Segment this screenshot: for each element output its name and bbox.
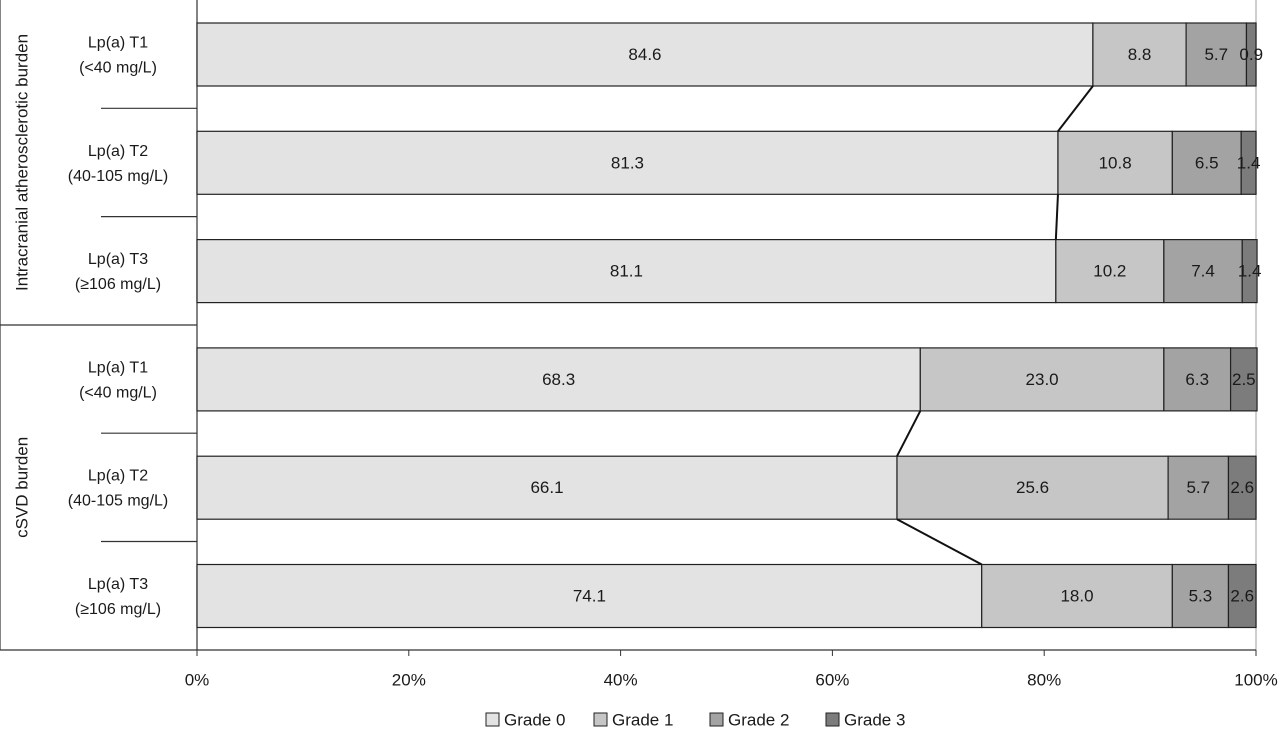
bar-value-label: 23.0 <box>1026 370 1059 389</box>
group-label: cSVD burden <box>13 437 32 538</box>
bar-value-label: 6.3 <box>1185 370 1209 389</box>
row-label: Lp(a) T2 <box>88 468 148 485</box>
bar-segment <box>1163 239 1243 304</box>
group-label: Intracranial atherosclerotic burden <box>13 34 32 291</box>
legend: Grade 0 Grade 1 Grade 2 Grade 3 <box>485 711 905 729</box>
bar-segment <box>1229 347 1258 412</box>
bar-value-label: 66.1 <box>530 478 563 497</box>
row-label: Lp(a) T3 <box>88 576 148 593</box>
x-tick-label: 0% <box>185 671 210 690</box>
row-label-sub: (40-105 mg/L) <box>68 493 169 510</box>
x-tick-label: 20% <box>392 671 426 690</box>
legend-swatch <box>593 712 608 727</box>
bar-value-label: 2.5 <box>1232 370 1256 389</box>
row-label: Lp(a) T2 <box>88 143 148 160</box>
chart-frame <box>0 0 1257 651</box>
bar-segment <box>196 22 1094 87</box>
row-label: Lp(a) T1 <box>88 359 148 376</box>
bar-value-label: 2.6 <box>1230 587 1254 606</box>
row-label-sub: (<40 mg/L) <box>79 384 157 401</box>
bar-segment <box>1171 563 1230 629</box>
legend-swatch <box>709 712 724 727</box>
bar-value-label: 10.2 <box>1093 262 1126 281</box>
series-connector-line <box>1054 194 1059 240</box>
bar-segment <box>1227 455 1257 520</box>
bar-value-label: 0.9 <box>1239 45 1263 64</box>
bar-segment <box>1245 22 1257 87</box>
bar-segment <box>1241 239 1258 304</box>
row-label-sub: (40-105 mg/L) <box>68 168 169 185</box>
x-tick-label: 60% <box>815 671 849 690</box>
bar-value-label: 7.4 <box>1191 262 1215 281</box>
bar-segment <box>196 563 983 629</box>
bar-segment <box>1092 22 1187 87</box>
bar-value-label: 1.4 <box>1237 153 1261 172</box>
bar-segment <box>196 347 921 412</box>
bar-segment <box>896 455 1169 520</box>
bar-value-label: 25.6 <box>1016 478 1049 497</box>
bar-value-label: 2.6 <box>1230 478 1254 497</box>
x-axis: 0% 20% 40% 60% 80% 100% <box>185 650 1278 690</box>
bar-segment <box>919 347 1165 412</box>
row-label: Lp(a) T3 <box>88 251 148 268</box>
row-label-sub: (<40 mg/L) <box>79 60 157 77</box>
x-tick-label: 80% <box>1027 671 1061 690</box>
x-tick-label: 40% <box>604 671 638 690</box>
x-tick-label: 100% <box>1234 671 1277 690</box>
legend-label: Grade 1 <box>612 711 673 729</box>
bar-segment <box>196 239 1057 304</box>
bar-value-label: 18.0 <box>1060 587 1093 606</box>
row-label-sub: (≥106 mg/L) <box>75 276 161 293</box>
legend-label: Grade 0 <box>504 711 565 729</box>
legend-swatch <box>825 712 840 727</box>
series-connector-line <box>896 518 983 566</box>
bar-value-label: 8.8 <box>1128 45 1152 64</box>
legend-label: Grade 2 <box>728 711 789 729</box>
bar-segment <box>196 455 898 520</box>
bars: 84.6 8.8 5.7 0.9 81.3 10.8 6.5 1.4 81.1 10.2 7.4 1.… <box>196 22 1263 629</box>
bar-value-label: 1.4 <box>1238 262 1262 281</box>
row-labels: Lp(a) T1 (<40 mg/L) Lp(a) T2 (40-105 mg/L) L… <box>68 35 169 619</box>
bar-value-label: 74.1 <box>573 587 606 606</box>
row-label: Lp(a) T1 <box>88 35 148 52</box>
group-labels: Intracranial atherosclerotic burden cSVD … <box>13 34 32 538</box>
legend-label: Grade 3 <box>844 711 905 729</box>
bar-value-label: 5.7 <box>1186 478 1210 497</box>
bar-value-label: 81.3 <box>611 153 644 172</box>
bar-segment <box>1227 563 1257 629</box>
series-lines <box>896 85 1094 566</box>
bar-value-label: 5.7 <box>1204 45 1228 64</box>
bar-value-label: 6.5 <box>1195 153 1219 172</box>
bar-segment <box>196 130 1059 195</box>
row-label-sub: (≥106 mg/L) <box>75 601 161 618</box>
series-connector-line <box>896 410 922 457</box>
bar-value-label: 84.6 <box>628 45 661 64</box>
legend-swatch <box>485 712 500 727</box>
bar-value-label: 81.1 <box>610 262 643 281</box>
series-connector-line <box>1057 85 1094 132</box>
bar-segment <box>1163 347 1232 412</box>
bar-value-label: 68.3 <box>542 370 575 389</box>
bar-value-label: 5.3 <box>1189 587 1213 606</box>
bar-segment <box>1055 239 1165 304</box>
bar-segment <box>981 563 1173 629</box>
bar-value-label: 10.8 <box>1099 153 1132 172</box>
bar-segment <box>1240 130 1257 195</box>
